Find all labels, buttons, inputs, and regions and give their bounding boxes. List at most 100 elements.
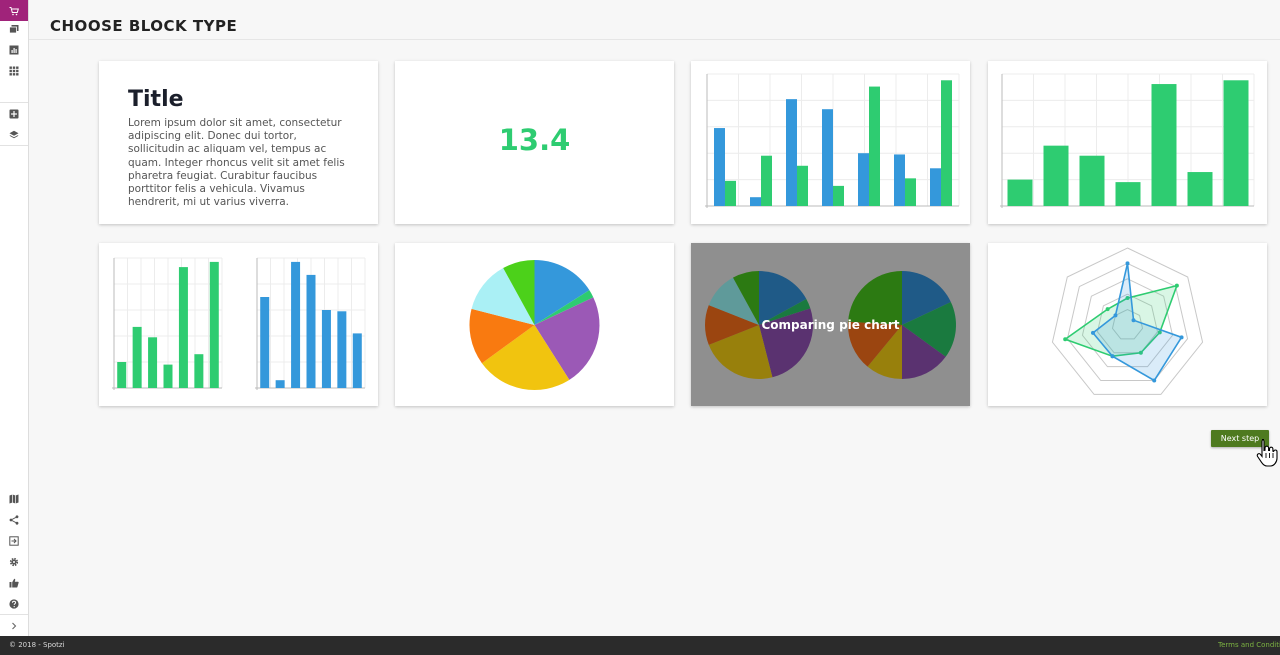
bar: [275, 380, 285, 388]
bar: [797, 165, 808, 206]
block-option-radar-chart[interactable]: [988, 243, 1267, 406]
bar: [1007, 179, 1033, 206]
radar-point: [1125, 296, 1130, 301]
pie-slice: [759, 271, 807, 325]
radar-point: [1110, 354, 1115, 359]
radar-point: [1157, 330, 1162, 335]
pie-slice: [867, 325, 902, 379]
pie-slice: [732, 271, 759, 325]
sidebar-item-layers[interactable]: [0, 124, 28, 145]
sidebar-divider: [0, 145, 28, 146]
bar: [750, 197, 761, 206]
sidebar-divider: [0, 102, 28, 103]
block-option-pie-chart[interactable]: [395, 243, 674, 406]
sidebar-expand-toggle[interactable]: [0, 615, 28, 636]
bar: [209, 261, 219, 388]
radar-point: [1152, 378, 1157, 383]
bar: [148, 337, 158, 388]
sidebar-item-chart[interactable]: [0, 39, 28, 60]
bar: [869, 86, 880, 206]
terms-link[interactable]: Terms and Conditions: [1218, 641, 1280, 649]
sidebar: [0, 0, 29, 636]
radar-point: [1125, 261, 1130, 266]
radar-chart: [1051, 247, 1204, 395]
text-block-body: Lorem ipsum dolor sit amet, consectetur …: [128, 117, 345, 209]
radar-point: [1179, 335, 1184, 340]
block-option-bar-chart[interactable]: [988, 61, 1267, 224]
sidebar-item-help[interactable]: [0, 593, 28, 614]
gear-icon: [9, 557, 19, 566]
pie-slice: [902, 325, 946, 379]
bar: [117, 362, 127, 388]
sidebar-item-settings[interactable]: [0, 551, 28, 572]
next-step-button[interactable]: Next step: [1211, 430, 1269, 447]
block-option-text[interactable]: Title Lorem ipsum dolor sit amet, consec…: [99, 61, 378, 224]
bar: [905, 178, 916, 206]
radar-grid-ring: [1081, 278, 1174, 368]
bar: [858, 153, 869, 206]
header-divider: [29, 39, 1280, 40]
chart-icon: [9, 45, 19, 54]
sidebar-item-share[interactable]: [0, 509, 28, 530]
radar-point: [1063, 337, 1068, 342]
sidebar-item-add[interactable]: [0, 103, 28, 124]
sidebar-item-grid[interactable]: [0, 60, 28, 81]
radar-grid-ring: [1096, 293, 1159, 354]
gallery-icon: [9, 24, 19, 33]
pie-slice: [534, 290, 594, 325]
sidebar-item-cart[interactable]: [0, 0, 28, 21]
bar: [1187, 172, 1213, 206]
radar-point: [1138, 350, 1143, 355]
bar: [1043, 145, 1069, 206]
bar-chart: [1000, 73, 1255, 208]
bar: [786, 99, 797, 206]
radar-point: [1090, 330, 1095, 335]
pie-slice: [759, 308, 813, 378]
bar: [1079, 155, 1105, 206]
pie-slice: [902, 271, 951, 325]
comparing-pie-charts: [705, 271, 956, 379]
sidebar-divider: [0, 614, 28, 615]
radar-grid-ring: [1111, 309, 1144, 340]
radar-point: [1174, 283, 1179, 288]
sidebar-item-like[interactable]: [0, 572, 28, 593]
page-title: CHOOSE BLOCK TYPE: [50, 17, 238, 35]
block-option-comparing-bar-charts[interactable]: [99, 243, 378, 406]
hand-cursor-icon: [1256, 438, 1278, 467]
grouped-bar-chart: [705, 73, 960, 208]
bar: [822, 109, 833, 206]
pie-slice: [534, 260, 590, 325]
pie-slice: [708, 325, 773, 379]
bar: [321, 310, 331, 388]
bar: [260, 297, 270, 388]
block-option-grouped-bar-chart[interactable]: [691, 61, 970, 224]
comparing-bar-charts: [112, 257, 366, 390]
help-icon: [9, 598, 19, 609]
map-icon: [9, 494, 19, 503]
radar-point: [1105, 307, 1110, 312]
radar-point: [1113, 313, 1118, 318]
bar: [725, 180, 736, 206]
chevron-right-icon: [12, 622, 17, 629]
pie-slice: [534, 297, 600, 380]
bar: [1151, 84, 1177, 206]
number-block-value: 13.4: [498, 123, 571, 157]
grid-icon: [9, 66, 19, 75]
bar: [941, 80, 952, 206]
sidebar-item-map[interactable]: [0, 488, 28, 509]
radar-point: [1131, 318, 1136, 323]
pie-slice: [469, 308, 535, 364]
bar: [291, 261, 301, 388]
pie-slice: [848, 271, 902, 325]
sidebar-item-exit[interactable]: [0, 530, 28, 551]
bar: [132, 326, 142, 388]
bar: [714, 128, 725, 206]
block-option-number[interactable]: 13.4: [395, 61, 674, 224]
bar: [833, 185, 844, 206]
bar: [178, 267, 188, 388]
block-option-comparing-pie-chart[interactable]: Comparing pie chart: [691, 243, 970, 406]
radar-series-area: [1063, 284, 1179, 358]
pie-slice: [902, 302, 956, 357]
copyright-text: © 2018 - Spotzi: [9, 641, 65, 649]
sidebar-item-gallery[interactable]: [0, 18, 28, 39]
